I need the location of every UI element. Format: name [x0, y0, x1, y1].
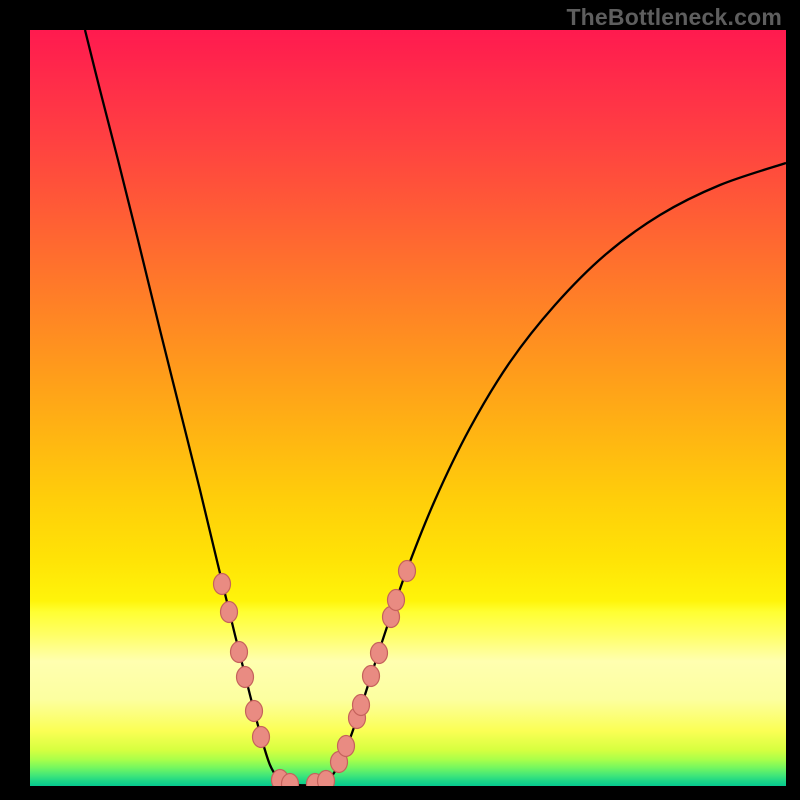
curve-marker: [353, 695, 370, 716]
plot-area: [30, 30, 786, 786]
curve-marker: [318, 771, 335, 787]
curve-marker: [371, 643, 388, 664]
gradient-background: [30, 30, 786, 786]
curve-marker: [363, 666, 380, 687]
plot-svg: [30, 30, 786, 786]
curve-marker: [253, 727, 270, 748]
curve-marker: [231, 642, 248, 663]
curve-marker: [246, 701, 263, 722]
curve-marker: [388, 590, 405, 611]
watermark-text: TheBottleneck.com: [566, 4, 782, 31]
curve-marker: [399, 561, 416, 582]
curve-marker: [214, 574, 231, 595]
curve-marker: [338, 736, 355, 757]
curve-marker: [237, 667, 254, 688]
curve-marker: [221, 602, 238, 623]
